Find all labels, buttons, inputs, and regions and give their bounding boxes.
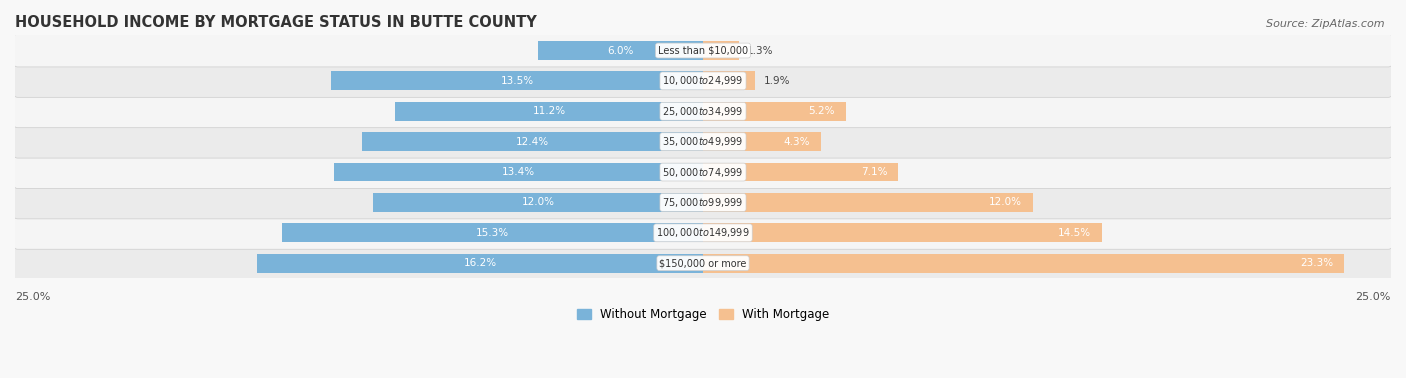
- Bar: [703, 254, 1344, 273]
- Text: 7.1%: 7.1%: [860, 167, 887, 177]
- FancyBboxPatch shape: [14, 217, 1392, 249]
- Text: 16.2%: 16.2%: [464, 258, 496, 268]
- Bar: [395, 102, 703, 121]
- Text: 11.2%: 11.2%: [533, 106, 565, 116]
- Text: $50,000 to $74,999: $50,000 to $74,999: [662, 166, 744, 178]
- Text: 1.3%: 1.3%: [747, 45, 773, 56]
- Bar: [703, 41, 738, 60]
- Text: 5.2%: 5.2%: [808, 106, 835, 116]
- Bar: [257, 254, 703, 273]
- Text: 25.0%: 25.0%: [15, 292, 51, 302]
- Bar: [361, 132, 703, 151]
- Text: 12.0%: 12.0%: [522, 197, 554, 208]
- FancyBboxPatch shape: [14, 125, 1392, 158]
- Text: 25.0%: 25.0%: [1355, 292, 1391, 302]
- Text: 14.5%: 14.5%: [1057, 228, 1091, 238]
- Bar: [703, 193, 1033, 212]
- Text: HOUSEHOLD INCOME BY MORTGAGE STATUS IN BUTTE COUNTY: HOUSEHOLD INCOME BY MORTGAGE STATUS IN B…: [15, 15, 537, 30]
- FancyBboxPatch shape: [14, 95, 1392, 128]
- FancyBboxPatch shape: [14, 186, 1392, 219]
- FancyBboxPatch shape: [14, 247, 1392, 280]
- Text: Less than $10,000: Less than $10,000: [658, 45, 748, 56]
- Bar: [373, 193, 703, 212]
- Text: 12.4%: 12.4%: [516, 137, 548, 147]
- Text: $25,000 to $34,999: $25,000 to $34,999: [662, 105, 744, 118]
- Bar: [538, 41, 703, 60]
- FancyBboxPatch shape: [14, 65, 1392, 97]
- Text: $100,000 to $149,999: $100,000 to $149,999: [657, 226, 749, 239]
- Text: 13.5%: 13.5%: [501, 76, 534, 86]
- Legend: Without Mortgage, With Mortgage: Without Mortgage, With Mortgage: [572, 304, 834, 326]
- Bar: [703, 163, 898, 181]
- Text: 4.3%: 4.3%: [783, 137, 810, 147]
- Bar: [703, 132, 821, 151]
- Bar: [332, 71, 703, 90]
- Bar: [335, 163, 703, 181]
- Bar: [703, 102, 846, 121]
- Bar: [703, 223, 1102, 242]
- Text: 1.9%: 1.9%: [763, 76, 790, 86]
- Bar: [703, 71, 755, 90]
- Bar: [283, 223, 703, 242]
- Text: 6.0%: 6.0%: [607, 45, 634, 56]
- Text: $150,000 or more: $150,000 or more: [659, 258, 747, 268]
- Text: $75,000 to $99,999: $75,000 to $99,999: [662, 196, 744, 209]
- Text: 15.3%: 15.3%: [475, 228, 509, 238]
- FancyBboxPatch shape: [14, 156, 1392, 189]
- Text: Source: ZipAtlas.com: Source: ZipAtlas.com: [1267, 19, 1385, 29]
- Text: 13.4%: 13.4%: [502, 167, 536, 177]
- Text: $35,000 to $49,999: $35,000 to $49,999: [662, 135, 744, 148]
- Text: 23.3%: 23.3%: [1301, 258, 1333, 268]
- Text: 12.0%: 12.0%: [990, 197, 1022, 208]
- Text: $10,000 to $24,999: $10,000 to $24,999: [662, 74, 744, 87]
- FancyBboxPatch shape: [14, 34, 1392, 67]
